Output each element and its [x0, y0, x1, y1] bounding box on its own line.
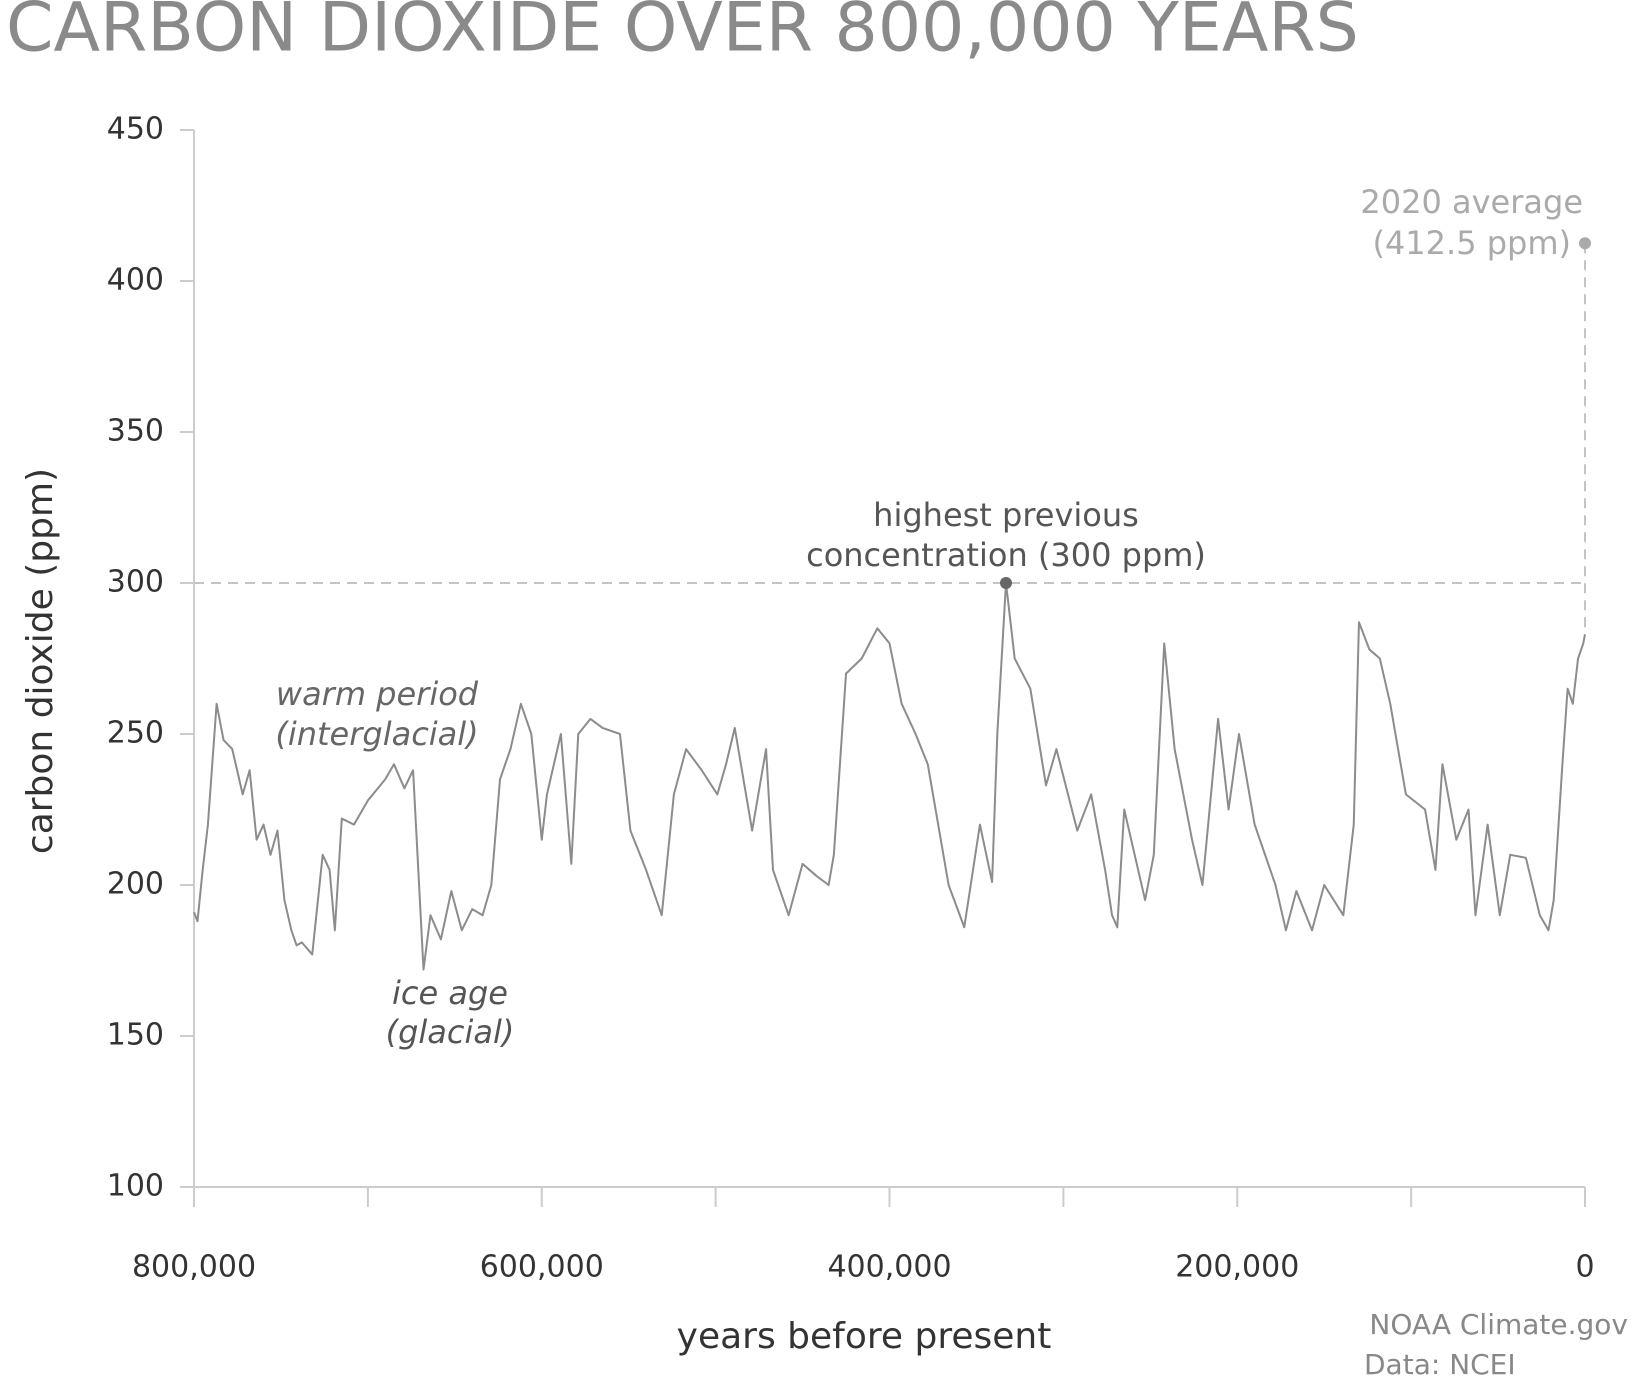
- x-tick-label: 800,000: [132, 1250, 256, 1285]
- annotation: 2020 average: [1360, 183, 1583, 221]
- y-tick-label: 250: [107, 716, 164, 751]
- y-tick-label: 400: [107, 263, 164, 298]
- x-tick-label: 0: [1575, 1250, 1594, 1285]
- annotation: ice age: [392, 974, 508, 1012]
- annotation: highest previous: [873, 496, 1139, 534]
- y-tick-label: 450: [107, 112, 164, 147]
- x-axis-label: years before present: [677, 1316, 1052, 1357]
- annotation: warm period: [276, 675, 479, 713]
- credit: NOAA Climate.gov: [1369, 1308, 1628, 1341]
- annotation: (glacial): [386, 1013, 515, 1051]
- x-tick-label: 400,000: [827, 1250, 951, 1285]
- y-axis-label: carbon dioxide (ppm): [20, 468, 61, 854]
- credit: Data: NCEI: [1364, 1348, 1516, 1381]
- y-tick-label: 350: [107, 414, 164, 449]
- annotation: concentration (300 ppm): [806, 536, 1206, 574]
- x-tick-label: 600,000: [480, 1250, 604, 1285]
- y-tick-label: 100: [107, 1169, 164, 1204]
- annotation: (interglacial): [275, 715, 478, 753]
- annotation: (412.5 ppm): [1372, 224, 1571, 262]
- chart-title: CARBON DIOXIDE OVER 800,000 YEARS: [6, 0, 1359, 68]
- data-line: [193, 582, 1586, 971]
- y-tick-label: 200: [107, 867, 164, 902]
- y-tick-label: 300: [107, 565, 164, 600]
- x-tick-label: 200,000: [1175, 1250, 1299, 1285]
- y-tick-label: 150: [107, 1018, 164, 1053]
- annotation-point: [1579, 237, 1591, 250]
- annotation-point: [999, 577, 1012, 589]
